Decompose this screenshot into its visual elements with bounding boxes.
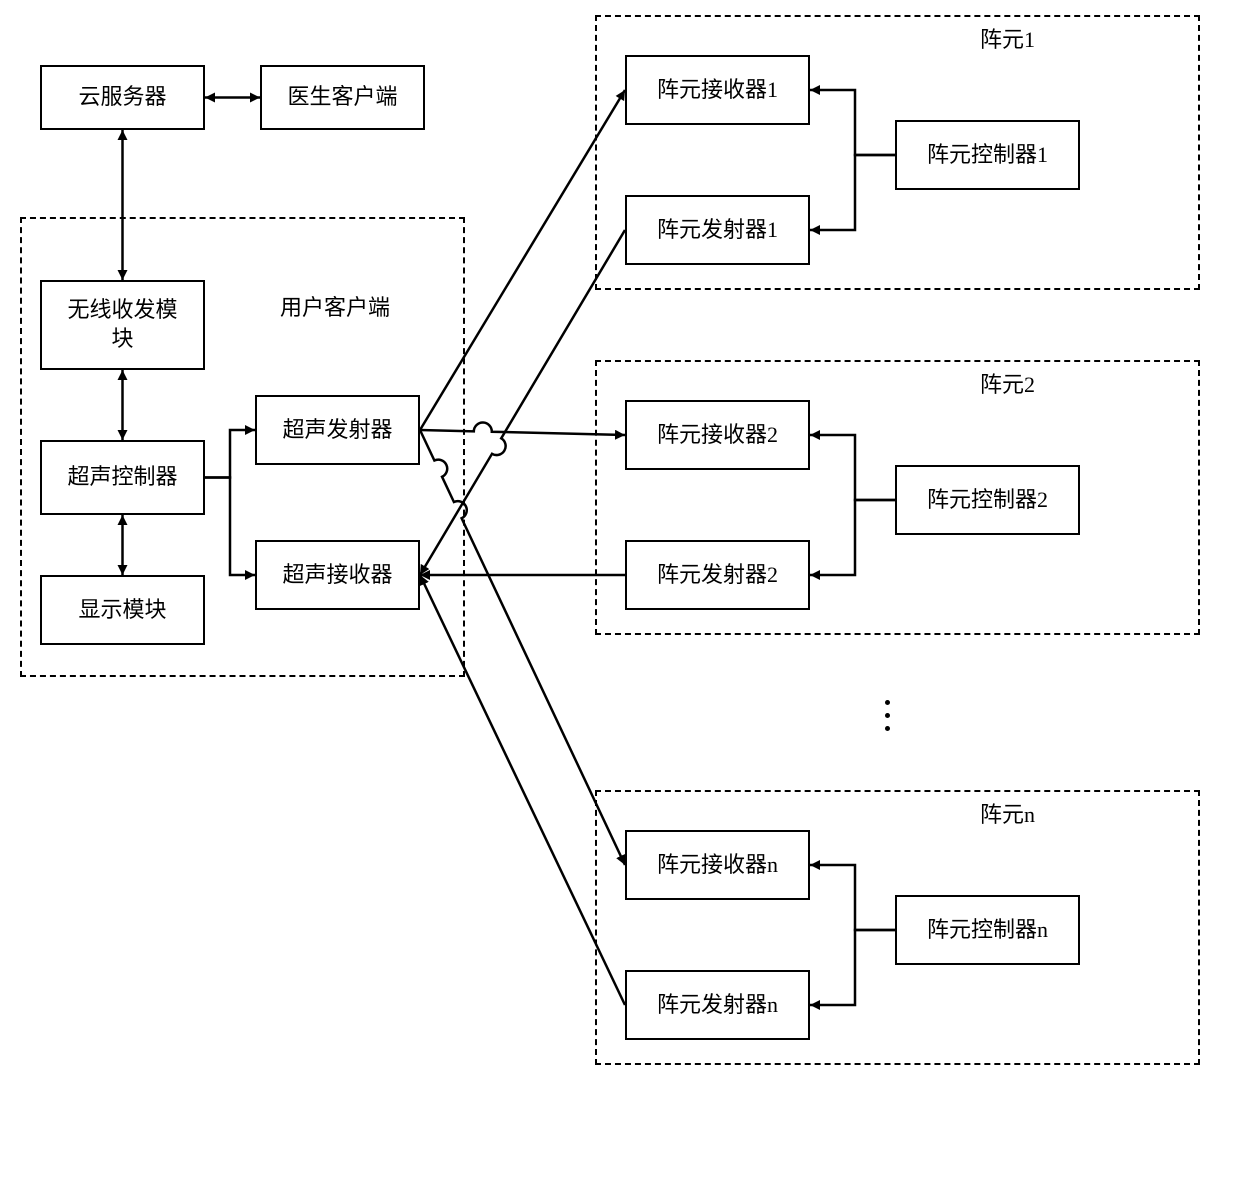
node-a2_tx: 阵元发射器2 bbox=[625, 540, 810, 610]
node-an_tx: 阵元发射器n bbox=[625, 970, 810, 1040]
node-cloud_server: 云服务器 bbox=[40, 65, 205, 130]
node-an_ctrl: 阵元控制器n bbox=[895, 895, 1080, 965]
node-label-an_tx: 阵元发射器n bbox=[657, 991, 778, 1020]
node-ultra_ctrl: 超声控制器 bbox=[40, 440, 205, 515]
node-label-cloud_server: 云服务器 bbox=[78, 83, 166, 112]
node-an_rx: 阵元接收器n bbox=[625, 830, 810, 900]
node-label-doctor_client: 医生客户端 bbox=[287, 83, 397, 112]
vertical-dots bbox=[885, 700, 890, 731]
node-a2_rx: 阵元接收器2 bbox=[625, 400, 810, 470]
node-ultra_tx: 超声发射器 bbox=[255, 395, 420, 465]
node-label-a1_tx: 阵元发射器1 bbox=[657, 216, 778, 245]
node-label-a1_ctrl: 阵元控制器1 bbox=[927, 141, 1048, 170]
node-a1_ctrl: 阵元控制器1 bbox=[895, 120, 1080, 190]
node-display: 显示模块 bbox=[40, 575, 205, 645]
node-label-an_ctrl: 阵元控制器n bbox=[927, 916, 1048, 945]
node-label-display: 显示模块 bbox=[78, 596, 166, 625]
node-label-ultra_ctrl: 超声控制器 bbox=[67, 463, 177, 492]
node-doctor_client: 医生客户端 bbox=[260, 65, 425, 130]
group-label-user_client: 用户客户端 bbox=[280, 290, 390, 322]
node-label-ultra_rx: 超声接收器 bbox=[282, 561, 392, 590]
node-label-ultra_tx: 超声发射器 bbox=[282, 416, 392, 445]
node-label-a2_rx: 阵元接收器2 bbox=[657, 421, 778, 450]
group-label-array2: 阵元2 bbox=[980, 367, 1035, 399]
group-label-arrayn: 阵元n bbox=[980, 797, 1035, 829]
node-wireless: 无线收发模 块 bbox=[40, 280, 205, 370]
node-label-an_rx: 阵元接收器n bbox=[657, 851, 778, 880]
group-label-array1: 阵元1 bbox=[980, 22, 1035, 54]
node-label-a1_rx: 阵元接收器1 bbox=[657, 76, 778, 105]
node-a2_ctrl: 阵元控制器2 bbox=[895, 465, 1080, 535]
node-a1_tx: 阵元发射器1 bbox=[625, 195, 810, 265]
node-a1_rx: 阵元接收器1 bbox=[625, 55, 810, 125]
node-label-a2_ctrl: 阵元控制器2 bbox=[927, 486, 1048, 515]
node-ultra_rx: 超声接收器 bbox=[255, 540, 420, 610]
node-label-a2_tx: 阵元发射器2 bbox=[657, 561, 778, 590]
node-label-wireless: 无线收发模 块 bbox=[67, 296, 177, 353]
